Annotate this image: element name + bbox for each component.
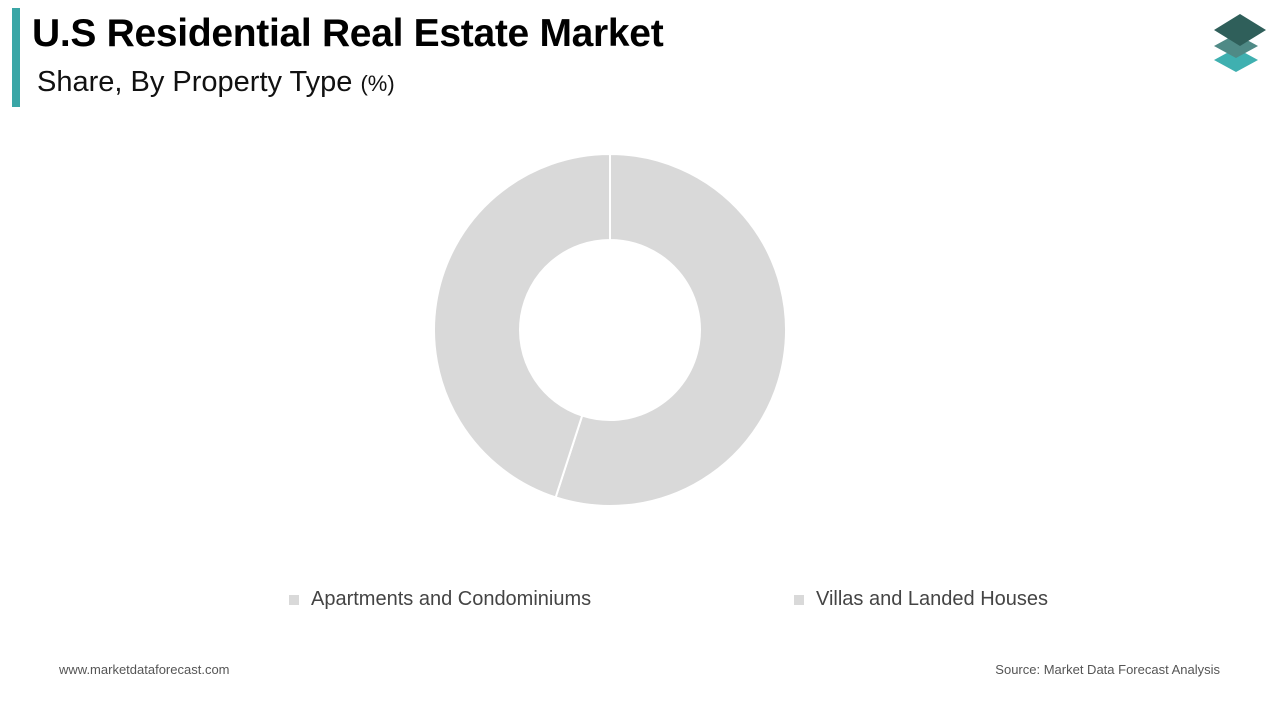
donut-slice-apartments xyxy=(554,152,787,507)
legend-swatch-apartments xyxy=(289,594,299,605)
legend-item-villas: Villas and Landed Houses xyxy=(794,588,1048,611)
logo-layer-bottom xyxy=(1214,48,1258,72)
page-subtitle: Share, By Property Type (%) xyxy=(37,64,395,102)
donut-slice-villas xyxy=(433,152,611,499)
subtitle-unit: (%) xyxy=(360,71,395,96)
footer-source: Source: Market Data Forecast Analysis xyxy=(995,662,1220,677)
title-accent-bar xyxy=(12,8,20,107)
layers-stack-icon xyxy=(1214,14,1266,72)
legend-label-apartments: Apartments and Condominiums xyxy=(311,588,592,610)
legend-swatch-villas xyxy=(794,594,804,605)
legend-item-apartments: Apartments and Condominiums xyxy=(289,588,591,611)
logo-layer-top xyxy=(1214,14,1266,46)
chart-legend: Apartments and Condominiums Villas and L… xyxy=(0,588,1280,614)
page-title: U.S Residential Real Estate Market xyxy=(32,12,664,55)
footer-website[interactable]: www.marketdataforecast.com xyxy=(59,662,230,677)
subtitle-text: Share, By Property Type xyxy=(37,66,353,98)
legend-label-villas: Villas and Landed Houses xyxy=(816,588,1049,610)
